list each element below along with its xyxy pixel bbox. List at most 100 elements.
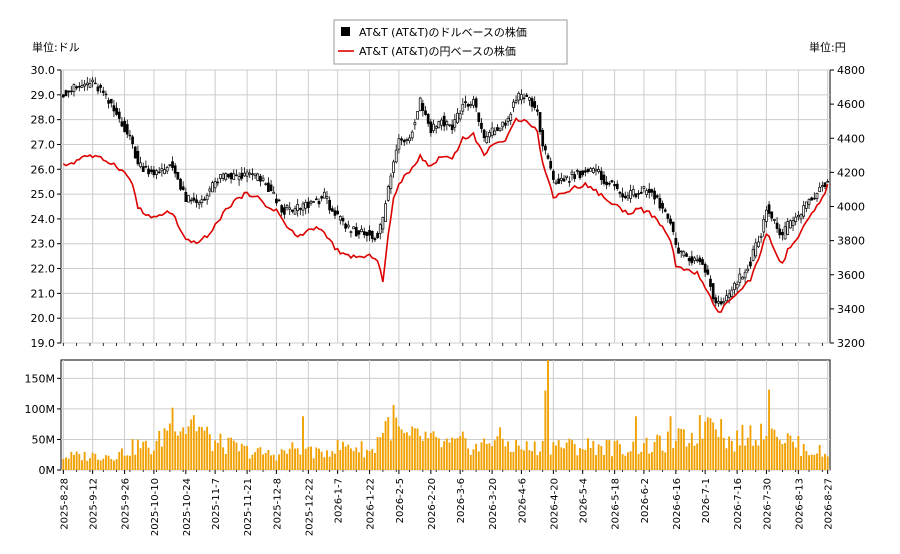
volume-bar [757,445,760,470]
volume-bar [147,447,150,470]
volume-bar [778,440,781,470]
volume-bar [123,455,126,470]
candle [589,167,592,172]
volume-bar [786,433,789,470]
left-tick-label: 21.0 [31,287,56,300]
volume-bar [395,417,398,470]
candle [245,169,249,183]
candle [669,215,672,226]
volume-bar [669,416,672,470]
candle [445,119,449,131]
candle [685,252,688,257]
volume-bar [605,439,608,470]
volume-bar [709,418,712,470]
volume-bar [749,425,752,470]
volume-bar [680,428,683,470]
volume-bar [208,434,211,470]
candle [453,113,457,132]
candle [120,116,124,128]
volume-bar [379,437,382,470]
candle [607,181,611,187]
volume-bar [789,435,792,470]
candle [663,207,667,213]
candle [583,166,587,177]
volume-bar [105,455,107,470]
volume-bar [501,438,504,470]
volume-bar [307,447,310,470]
candle [631,185,635,198]
volume-bar [736,430,739,470]
volume-bar [808,455,810,470]
candle [615,180,619,191]
volume-bar [520,449,523,470]
volume-bar [597,444,600,470]
volume-bar [150,454,153,470]
volume-bar [142,441,145,470]
candle [216,177,220,187]
volume-bar [693,445,696,470]
volume-bar [696,443,699,470]
candle [626,191,630,202]
candle [442,112,446,132]
legend: AT&T (AT&T)のドルベースの株価 AT&T (AT&T)の円ベースの株価 [333,19,568,65]
candle [754,238,758,259]
candle [791,216,795,232]
volume-bar [603,455,605,470]
volume-bar [658,435,661,470]
volume-bar [152,450,155,470]
volume-bar [595,455,597,470]
candle [594,163,598,176]
volume-bar [179,431,182,470]
candle [586,167,590,174]
candle [309,199,313,206]
candle [759,232,763,243]
volume-bar [163,428,166,470]
candle [402,138,406,146]
volume-bar [536,455,539,470]
candle [365,231,369,242]
candle [264,182,268,186]
candle [360,225,363,233]
volume-bar [445,438,448,470]
volume-bar [451,437,454,470]
candle [810,196,814,201]
volume-bar [174,431,177,470]
candle [458,110,462,122]
volume-bar [813,454,816,470]
candle [597,165,600,174]
candle [789,219,792,229]
candle [205,192,209,205]
candle [176,171,180,180]
candle [674,232,678,248]
volume-bar [632,441,635,470]
volume-bar [637,453,640,470]
volume-bar [781,444,784,470]
candle [440,117,443,131]
volume-bar [456,438,459,470]
volume-bar [690,432,693,470]
candle [277,198,281,202]
left-tick-label: 22.0 [31,263,56,276]
volume-bar [94,453,97,470]
candle [88,78,92,89]
candle [709,275,712,291]
volume-bar [571,440,573,470]
candle [679,250,683,258]
volume-bar [587,438,589,470]
volume-bar [533,441,536,470]
candle [306,197,310,214]
volume-bar [275,460,278,470]
x-tick-label: 2025-12-8 [272,478,283,530]
volume-bar [730,441,733,470]
candle [464,95,467,108]
volume-bar [70,451,73,470]
volume-bar [541,441,544,470]
volume-bar [688,443,691,470]
x-tick-label: 2025-10-24 [182,478,193,536]
candle [639,186,643,194]
volume-bar [171,407,174,470]
candle [240,166,244,181]
candle [647,183,651,199]
volume-bar [584,449,587,470]
candle [75,85,78,91]
